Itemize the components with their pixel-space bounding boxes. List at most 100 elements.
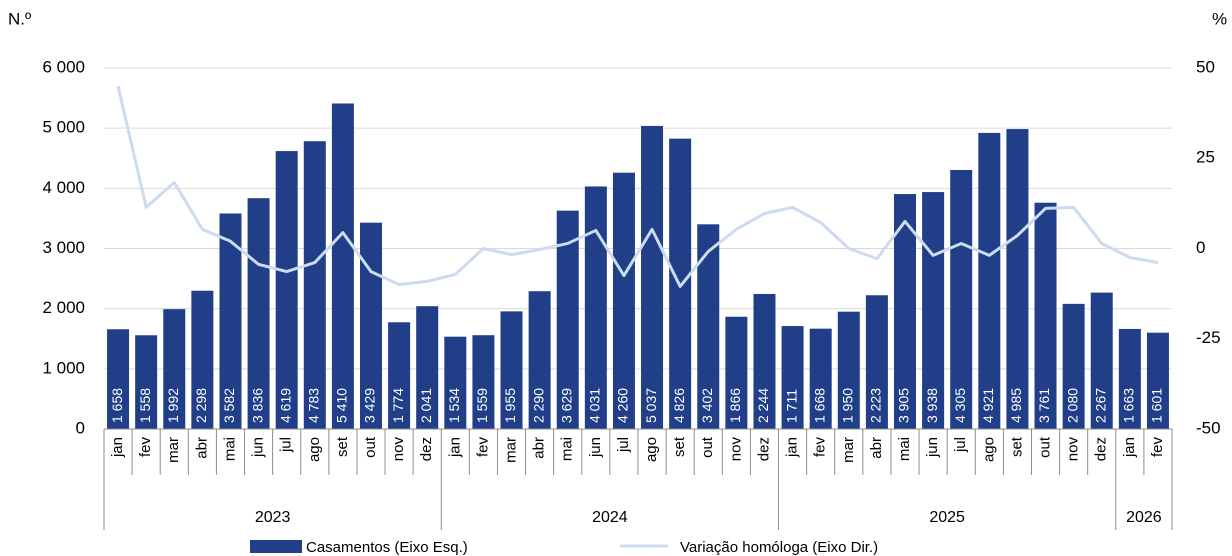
year-label: 2026 [1126, 509, 1162, 526]
year-label: 2024 [592, 509, 628, 526]
x-tick-label: nov [1065, 437, 1082, 462]
y-tick-label: 1 000 [42, 358, 85, 377]
x-tick-label: out [1036, 436, 1053, 458]
bar [107, 329, 130, 429]
y-tick-label: 2 000 [42, 298, 85, 317]
x-tick-label: nov [727, 437, 744, 462]
value-label: 5 037 [643, 388, 659, 423]
x-tick-label: jan [784, 437, 801, 458]
value-label: 2 244 [755, 388, 771, 423]
value-label: 3 905 [896, 388, 912, 423]
value-label: 3 836 [249, 388, 265, 423]
y-tick-label: 6 000 [42, 57, 85, 76]
bar [388, 322, 411, 429]
y2-tick-label: 25 [1196, 148, 1215, 167]
legend-swatch [250, 540, 302, 553]
x-tick-label: ago [306, 437, 323, 462]
bar [725, 316, 748, 429]
value-label: 4 031 [587, 388, 603, 423]
x-tick-label: jul [952, 437, 969, 453]
x-tick-label: jan [109, 437, 126, 458]
value-label: 2 290 [530, 388, 546, 423]
bar [837, 311, 860, 429]
value-label: 1 534 [446, 388, 462, 423]
y2-axis-label: % [1212, 9, 1227, 28]
bar [219, 213, 242, 429]
y-axis-label: N.º [8, 9, 31, 28]
bar [641, 125, 664, 430]
bar [1062, 303, 1085, 429]
x-tick-label: abr [193, 437, 210, 459]
bar [612, 172, 635, 429]
y2-tick-label: -25 [1196, 328, 1221, 347]
bar [894, 194, 916, 429]
bar [753, 293, 776, 429]
value-label: 1 663 [1121, 388, 1137, 423]
x-tick-label: set [671, 436, 688, 457]
value-label: 3 402 [699, 388, 715, 423]
x-tick-label: ago [643, 437, 660, 462]
value-label: 3 761 [1036, 388, 1052, 423]
y-tick-label: 4 000 [42, 178, 85, 197]
bar [500, 311, 523, 429]
value-label: 4 921 [980, 388, 996, 423]
bar [247, 198, 270, 429]
value-label: 4 783 [305, 388, 321, 423]
y2-tick-label: 50 [1196, 57, 1215, 76]
bar [556, 210, 579, 429]
bar [809, 328, 832, 429]
x-tick-label: dez [418, 437, 435, 461]
bar [303, 141, 326, 429]
value-label: 1 558 [137, 388, 153, 423]
x-tick-label: jan [446, 437, 463, 458]
bar [275, 151, 298, 430]
x-tick-label: fev [137, 437, 154, 458]
value-label: 3 629 [558, 388, 574, 423]
bar [781, 326, 804, 429]
value-label: 4 985 [1008, 388, 1024, 423]
x-tick-label: jun [250, 437, 267, 458]
x-tick-label: out [362, 436, 379, 458]
x-tick-label: mar [502, 437, 519, 463]
x-tick-label: dez [755, 437, 772, 461]
x-tick-label: abr [868, 437, 885, 459]
value-label: 1 668 [811, 388, 827, 423]
line [116, 85, 1159, 288]
legend-label: Variação homóloga (Eixo Dir.) [680, 539, 878, 556]
y2-tick-label: 0 [1196, 238, 1205, 257]
bar [191, 290, 214, 429]
y-tick-label: 0 [76, 418, 85, 437]
bar [978, 132, 1001, 429]
x-tick-label: mar [840, 437, 857, 463]
value-label: 1 992 [165, 388, 181, 423]
value-label: 4 305 [952, 388, 968, 423]
x-tick-label: mar [165, 437, 182, 463]
bar [331, 103, 354, 429]
bar [1006, 129, 1029, 430]
bar [1034, 202, 1057, 429]
value-label: 4 619 [277, 388, 293, 423]
value-label: 4 826 [671, 388, 687, 423]
x-tick-label: jun [587, 437, 604, 458]
value-label: 2 041 [418, 388, 434, 423]
x-tick-label: ago [980, 437, 997, 462]
value-label: 1 866 [727, 388, 743, 423]
value-label: 1 601 [1149, 388, 1165, 423]
bar [444, 336, 467, 429]
value-label: 1 950 [839, 388, 855, 423]
legend-label: Casamentos (Eixo Esq.) [306, 539, 468, 556]
value-label: 1 955 [502, 388, 518, 423]
value-label: 3 938 [924, 388, 940, 423]
x-tick-label: fev [812, 437, 829, 458]
bar [416, 306, 439, 429]
y-tick-label: 3 000 [42, 238, 85, 257]
bar [697, 224, 720, 429]
x-tick-label: jul [278, 437, 295, 453]
y2-tick-label: -50 [1196, 418, 1221, 437]
value-label: 2 298 [193, 388, 209, 423]
x-tick-label: abr [531, 437, 548, 459]
x-tick-label: jul [615, 437, 632, 453]
bar [135, 335, 158, 429]
value-label: 1 658 [109, 388, 125, 423]
